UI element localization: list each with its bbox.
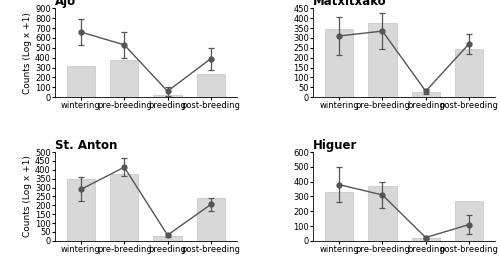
Bar [368, 186, 396, 241]
Bar [325, 29, 353, 97]
Text: Matxitxako: Matxitxako [313, 0, 387, 8]
Bar [110, 174, 138, 241]
Text: Higuer: Higuer [313, 139, 358, 152]
Text: Ajo: Ajo [55, 0, 76, 8]
Bar [197, 198, 225, 241]
Bar [455, 49, 483, 97]
Bar [412, 92, 440, 97]
Bar [197, 74, 225, 97]
Text: St. Anton: St. Anton [55, 139, 118, 152]
Bar [154, 95, 182, 97]
Bar [110, 60, 138, 97]
Y-axis label: Counts (Log x +1): Counts (Log x +1) [23, 12, 32, 94]
Bar [412, 238, 440, 241]
Bar [325, 192, 353, 241]
Bar [368, 23, 396, 97]
Y-axis label: Counts (Log x +1): Counts (Log x +1) [23, 155, 32, 237]
Bar [67, 179, 95, 241]
Bar [154, 236, 182, 241]
Bar [455, 201, 483, 241]
Bar [67, 66, 95, 97]
